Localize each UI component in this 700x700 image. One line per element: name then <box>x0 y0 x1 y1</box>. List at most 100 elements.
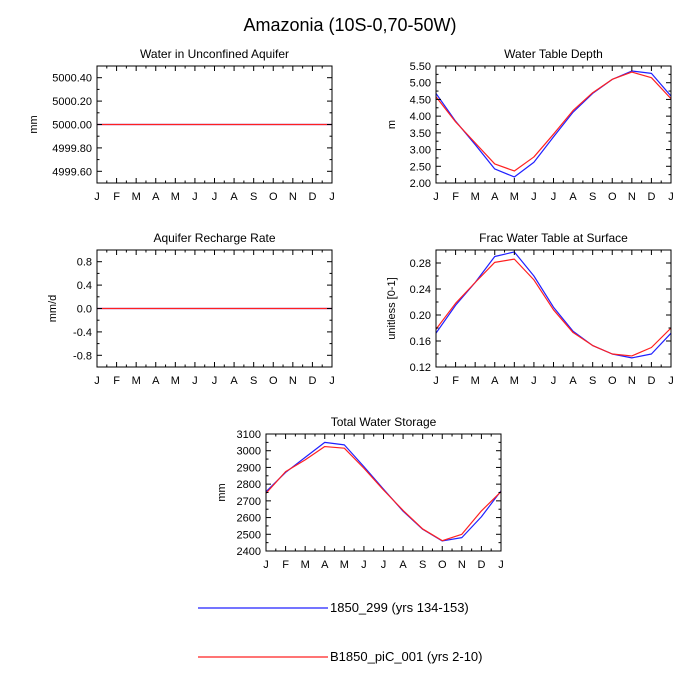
x-tick-label: J <box>94 191 100 203</box>
series-line-B1850_piC_001 <box>266 445 501 542</box>
y-tick-label: 3.50 <box>410 128 431 140</box>
y-tick-label: 5.50 <box>410 61 431 73</box>
panel-title-water-table-depth: Water Table Depth <box>504 47 603 61</box>
y-tick-label: 0.28 <box>410 258 431 270</box>
y-tick-label: 2400 <box>237 546 261 558</box>
x-tick-label: J <box>551 375 557 387</box>
x-tick-label: M <box>340 559 349 571</box>
y-tick-label: 2800 <box>237 479 261 491</box>
series-group <box>436 70 671 178</box>
series-line-B1850_piC_001 <box>436 71 671 172</box>
x-tick-label: O <box>269 191 278 203</box>
y-tick-label: 2600 <box>237 513 261 525</box>
plot-frame <box>435 249 672 368</box>
x-tick-label: M <box>132 191 141 203</box>
plot-frame <box>435 65 672 184</box>
y-tick-label: 0.16 <box>410 336 431 348</box>
x-tick-label: J <box>668 191 674 203</box>
legend: 1850_299 (yrs 134-153) B1850_piC_001 (yr… <box>198 600 482 664</box>
x-tick-label: A <box>569 375 577 387</box>
y-tick-label: 3100 <box>237 429 261 441</box>
x-tick-label: J <box>192 191 198 203</box>
x-tick-label: F <box>452 375 459 387</box>
x-tick-label: A <box>230 375 238 387</box>
x-tick-label: J <box>94 375 100 387</box>
x-tick-label: S <box>250 191 257 203</box>
x-tick-label: M <box>301 559 310 571</box>
series-group <box>436 251 671 359</box>
x-tick-label: A <box>152 375 160 387</box>
x-tick-label: A <box>399 559 407 571</box>
panel-title-aquifer-recharge-rate: Aquifer Recharge Rate <box>153 231 275 245</box>
x-tick-label: J <box>433 191 439 203</box>
x-tick-label: D <box>308 375 316 387</box>
x-tick-label: J <box>668 375 674 387</box>
y-tick-label: 5.00 <box>410 78 431 90</box>
x-tick-label: O <box>608 375 617 387</box>
x-tick-label: J <box>531 191 537 203</box>
x-tick-label: N <box>628 191 636 203</box>
panel-title-frac-water-table-at-surface: Frac Water Table at Surface <box>479 231 628 245</box>
x-tick-label: M <box>510 375 519 387</box>
y-tick-label: 5000.20 <box>52 96 92 108</box>
x-tick-label: O <box>269 375 278 387</box>
x-tick-label: J <box>551 191 557 203</box>
y-tick-label: 0.0 <box>77 304 92 316</box>
legend-label-1850_299: 1850_299 (yrs 134-153) <box>330 600 469 615</box>
x-tick-label: F <box>113 375 120 387</box>
x-tick-label: J <box>329 375 335 387</box>
x-tick-label: D <box>647 375 655 387</box>
y-tick-label: 0.20 <box>410 310 431 322</box>
x-tick-label: J <box>329 191 335 203</box>
y-tick-label: 2900 <box>237 462 261 474</box>
x-tick-label: A <box>230 191 238 203</box>
x-tick-label: J <box>192 375 198 387</box>
x-tick-label: N <box>458 559 466 571</box>
x-tick-label: M <box>171 375 180 387</box>
x-tick-label: J <box>498 559 504 571</box>
y-tick-label: 4.50 <box>410 94 431 106</box>
x-tick-label: J <box>531 375 537 387</box>
series-group <box>266 441 501 542</box>
x-tick-label: J <box>212 375 218 387</box>
x-tick-label: S <box>250 375 257 387</box>
x-tick-label: A <box>491 191 499 203</box>
x-tick-label: A <box>321 559 329 571</box>
x-tick-label: N <box>289 191 297 203</box>
x-tick-label: N <box>628 375 636 387</box>
x-tick-label: F <box>113 191 120 203</box>
x-tick-label: S <box>419 559 426 571</box>
x-tick-label: M <box>132 375 141 387</box>
y-tick-label: 2700 <box>237 496 261 508</box>
x-tick-label: M <box>471 191 480 203</box>
y-tick-label: 2.50 <box>410 161 431 173</box>
x-tick-label: J <box>212 191 218 203</box>
series-line-B1850_piC_001 <box>436 258 671 357</box>
y-axis-label: unitless [0-1] <box>386 277 398 339</box>
y-tick-label: 0.12 <box>410 362 431 374</box>
series-line-1850_299 <box>266 441 501 542</box>
x-tick-label: D <box>647 191 655 203</box>
x-tick-label: J <box>361 559 367 571</box>
x-tick-label: D <box>477 559 485 571</box>
x-tick-label: A <box>569 191 577 203</box>
y-tick-label: 3000 <box>237 446 261 458</box>
series-line-1850_299 <box>436 251 671 359</box>
x-tick-label: F <box>282 559 289 571</box>
panel-title-water-in-unconfined-aquifer: Water in Unconfined Aquifer <box>140 47 289 61</box>
y-tick-label: 4.00 <box>410 111 431 123</box>
y-tick-label: -0.4 <box>73 327 92 339</box>
x-tick-label: J <box>263 559 269 571</box>
y-axis-label: m <box>386 120 398 129</box>
x-tick-label: M <box>510 191 519 203</box>
y-axis-label: mm <box>216 483 228 501</box>
panel-title-total-water-storage: Total Water Storage <box>331 415 437 429</box>
figure-title: Amazonia (10S-0,70-50W) <box>243 15 456 35</box>
